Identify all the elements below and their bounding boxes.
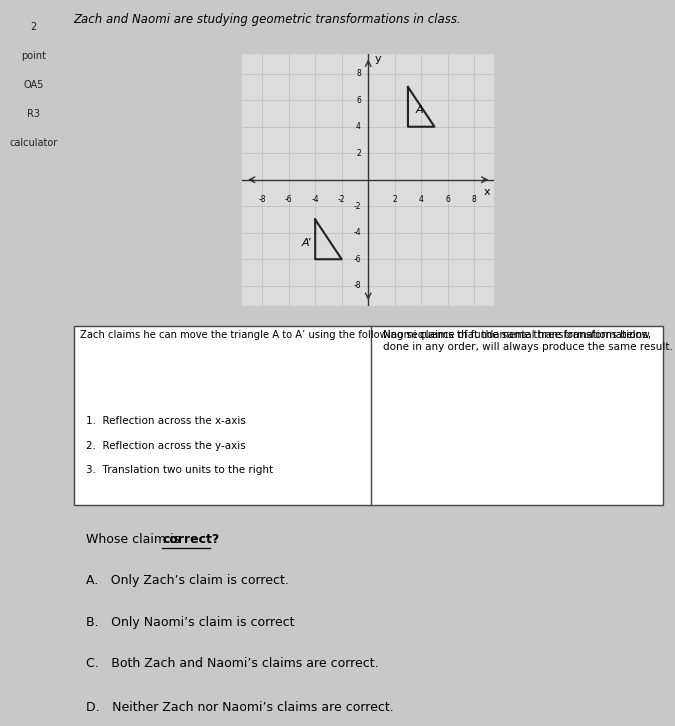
Text: OA5: OA5	[24, 80, 44, 90]
Text: calculator: calculator	[9, 138, 58, 148]
Text: A. Only Zach’s claim is correct.: A. Only Zach’s claim is correct.	[86, 574, 289, 587]
Text: D. Neither Zach nor Naomi’s claims are correct.: D. Neither Zach nor Naomi’s claims are c…	[86, 701, 394, 714]
Text: point: point	[21, 51, 47, 61]
Text: C. Both Zach and Naomi’s claims are correct.: C. Both Zach and Naomi’s claims are corr…	[86, 657, 379, 670]
Text: 2: 2	[30, 22, 37, 32]
Text: correct?: correct?	[162, 533, 219, 546]
Text: 3.  Translation two units to the right: 3. Translation two units to the right	[86, 465, 273, 476]
Text: R3: R3	[27, 109, 40, 119]
Text: 2.  Reflection across the y-axis: 2. Reflection across the y-axis	[86, 441, 246, 451]
Text: Naomi claims that the same three transformations, done in any order, will always: Naomi claims that the same three transfo…	[383, 330, 673, 352]
Text: Zach and Naomi are studying geometric transformations in class.: Zach and Naomi are studying geometric tr…	[74, 13, 461, 26]
Text: 1.  Reflection across the x-axis: 1. Reflection across the x-axis	[86, 416, 246, 426]
Text: B. Only Naomi’s claim is correct: B. Only Naomi’s claim is correct	[86, 616, 294, 629]
Text: Whose claim is: Whose claim is	[86, 533, 184, 546]
Text: Zach claims he can move the triangle A to A’ using the following sequence of fun: Zach claims he can move the triangle A t…	[80, 330, 649, 340]
